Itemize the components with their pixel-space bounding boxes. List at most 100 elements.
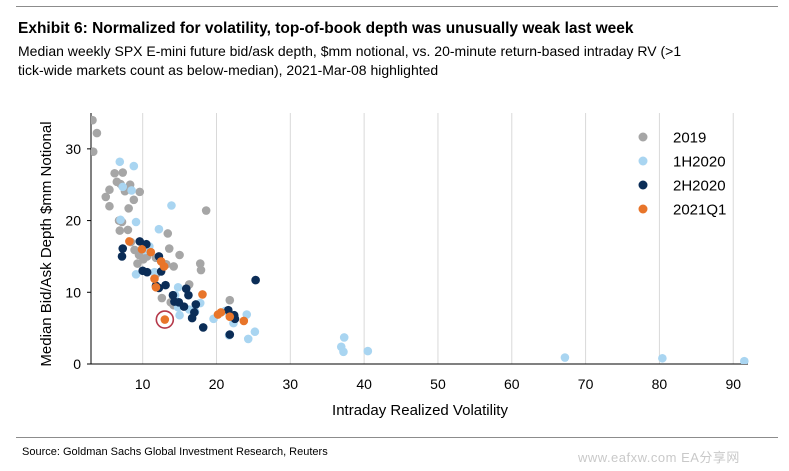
point-2019 [163, 229, 173, 238]
y-axis-label: Median Bid/Ask Depth $mm Notional [38, 121, 55, 366]
legend-marker [638, 204, 648, 214]
y-tick-label: 20 [65, 213, 81, 229]
point-2021q1 [239, 316, 249, 326]
x-tick-label: 60 [504, 376, 520, 392]
point-2021q1 [146, 247, 156, 257]
point-2021q1 [151, 282, 161, 292]
x-tick-label: 10 [135, 376, 151, 392]
point-2019 [201, 206, 211, 215]
point-2019 [115, 226, 125, 235]
point-2h2020 [117, 252, 127, 261]
gridlines [142, 113, 734, 364]
point-2019 [91, 115, 97, 125]
point-1h2020 [131, 270, 141, 279]
point-2021q1 [225, 312, 235, 321]
point-1h2020 [131, 217, 141, 227]
point-1h2020 [250, 327, 260, 337]
point-2019 [92, 128, 102, 138]
point-2021q1 [150, 274, 159, 283]
point-1h2020 [242, 310, 252, 319]
point-2h2020 [198, 323, 208, 332]
point-2019 [175, 250, 184, 260]
data-points [91, 115, 749, 364]
point-2019 [105, 185, 114, 195]
legend-label: 2021Q1 [673, 202, 726, 219]
x-tick-label: 90 [725, 376, 741, 392]
legend-label: 2019 [673, 130, 706, 147]
point-2019 [164, 244, 174, 253]
x-axis-label: Intraday Realized Volatility [332, 402, 508, 419]
point-2h2020 [118, 244, 128, 253]
point-1h2020 [118, 182, 128, 192]
bottom-rule [16, 437, 778, 438]
subtitle-line-2: tick-wide markets count as below-median)… [18, 62, 439, 78]
point-1h2020 [363, 346, 373, 356]
point-1h2020 [154, 224, 164, 234]
point-2h2020 [135, 237, 145, 246]
point-2019 [157, 293, 167, 303]
point-2021q1 [160, 315, 170, 324]
point-2019 [135, 187, 145, 197]
point-2h2020 [225, 330, 235, 339]
point-2019 [225, 295, 235, 305]
point-1h2020 [658, 353, 667, 363]
point-2021q1 [198, 290, 207, 299]
point-1h2020 [339, 347, 348, 357]
x-tick-label: 50 [430, 376, 446, 392]
highlight-ring [155, 310, 175, 329]
point-2h2020 [161, 280, 170, 290]
point-2021q1 [137, 244, 147, 254]
point-2h2020 [224, 305, 233, 315]
point-2019 [101, 192, 111, 202]
point-2019 [91, 147, 98, 157]
source-note: Source: Goldman Sachs Global Investment … [22, 446, 328, 458]
point-1h2020 [115, 157, 125, 167]
point-2h2020 [168, 290, 178, 300]
point-2019 [124, 204, 133, 213]
point-2h2020 [251, 275, 260, 285]
legend: 2019 1H2020 2H2020 2021Q1 [638, 130, 726, 219]
tick-labels: 10 20 30 40 50 60 70 80 90 0 10 20 30 [65, 141, 741, 392]
exhibit-subtitle: Median weekly SPX E-mini future bid/ask … [18, 42, 748, 80]
point-2h2020 [142, 267, 152, 277]
x-tick-label: 70 [578, 376, 594, 392]
point-1h2020 [243, 334, 253, 344]
legend-marker [638, 180, 648, 190]
point-1h2020 [560, 353, 570, 362]
point-1h2020 [116, 215, 125, 225]
point-2021q1 [216, 308, 226, 317]
point-1h2020 [740, 356, 749, 364]
x-tick-label: 20 [209, 376, 225, 392]
top-rule [16, 6, 778, 7]
x-tick-label: 40 [356, 376, 372, 392]
point-1h2020 [150, 267, 159, 277]
point-2h2020 [179, 302, 189, 311]
point-2019 [133, 259, 142, 268]
point-2h2020 [191, 300, 201, 309]
y-tick-label: 10 [65, 284, 81, 300]
point-2019 [195, 259, 205, 268]
subtitle-line-1: Median weekly SPX E-mini future bid/ask … [18, 43, 682, 59]
point-2019 [105, 201, 114, 211]
point-1h2020 [127, 186, 136, 195]
legend-label: 1H2020 [673, 154, 726, 171]
legend-label: 2H2020 [673, 178, 726, 195]
point-1h2020 [339, 333, 349, 342]
point-2019 [123, 225, 133, 235]
point-2h2020 [187, 313, 197, 323]
legend-marker [638, 156, 648, 166]
point-1h2020 [175, 310, 184, 320]
point-2h2020 [184, 290, 193, 300]
point-2021q1 [125, 237, 134, 246]
y-tick-label: 30 [65, 141, 81, 157]
point-2019 [129, 195, 139, 205]
x-tick-label: 30 [283, 376, 299, 392]
point-1h2020 [167, 201, 176, 210]
point-2h2020 [181, 284, 191, 294]
exhibit-title: Exhibit 6: Normalized for volatility, to… [18, 20, 634, 37]
point-1h2020 [129, 161, 139, 171]
y-tick-label: 0 [73, 356, 81, 372]
point-2019 [169, 262, 178, 271]
point-2021q1 [159, 262, 169, 271]
